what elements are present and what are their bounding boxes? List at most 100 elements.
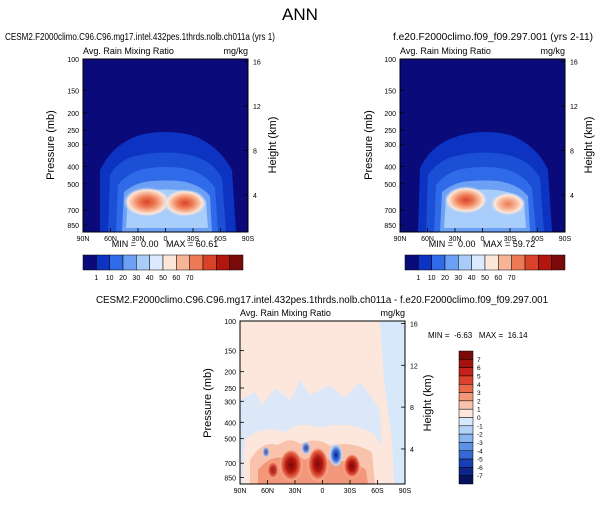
colorbar-label: -5	[477, 457, 483, 464]
colorbar-label: 20	[441, 275, 449, 282]
latitude-tick-label: 30N	[132, 236, 145, 243]
colorbar-swatch	[458, 417, 474, 427]
pressure-tick-label: 700	[67, 208, 79, 215]
colorbar-swatch	[471, 254, 486, 271]
height-tick-label: 12	[410, 363, 418, 370]
pressure-tick-label: 150	[67, 88, 79, 95]
colorbar-swatch	[458, 384, 474, 393]
latitude-tick-label: 60S	[371, 488, 384, 495]
colorbar-label: 20	[119, 275, 127, 282]
pressure-tick-label: 100	[67, 57, 79, 64]
colorbar-swatch	[458, 408, 474, 418]
colorbar-label: 10	[106, 275, 114, 282]
colorbar-label: 30	[132, 275, 140, 282]
colorbar-label: -3	[477, 440, 483, 447]
colorbar-label: 1	[477, 407, 481, 414]
height-tick-label: 4	[570, 193, 574, 200]
colorbar-label: 3	[477, 390, 481, 397]
pressure-tick-label: 100	[384, 57, 396, 64]
latitude-axis-ticks: 90N 60N 30N 0 30S 60S 90S	[77, 228, 255, 243]
colorbar-swatch	[189, 254, 204, 271]
colorbar-label: 10	[428, 275, 436, 282]
latitude-tick-label: 90N	[234, 488, 247, 495]
colorbar-swatch	[176, 254, 190, 271]
colorbar-label: 4	[477, 382, 481, 389]
colorbar-swatch	[551, 254, 566, 271]
pressure-tick-label: 150	[224, 349, 236, 356]
height-tick-label: 4	[253, 193, 257, 200]
colorbar-swatch	[444, 254, 459, 271]
field-plot	[240, 321, 405, 484]
colorbar-swatch	[458, 400, 474, 410]
colorbar-label: 30	[454, 275, 462, 282]
colorbar-swatch	[96, 254, 110, 271]
colorbar-label: 70	[508, 275, 516, 282]
latitude-tick-label: 30S	[504, 236, 517, 243]
variable-label: Avg. Rain Mixing Ratio	[83, 46, 174, 56]
colorbar-label: -2	[477, 432, 483, 439]
height-tick-label: 4	[410, 447, 414, 454]
pressure-tick-label: 500	[224, 437, 236, 444]
height-axis-ticks: 16 12 8 4	[561, 60, 578, 200]
field-plot	[400, 59, 565, 232]
colorbar-swatch	[458, 254, 472, 271]
height-tick-label: 8	[570, 148, 574, 155]
pressure-tick-label: 250	[67, 128, 79, 135]
variable-label: Avg. Rain Mixing Ratio	[240, 308, 331, 318]
colorbar-swatch	[524, 254, 539, 271]
figure-title: ANN	[282, 5, 318, 24]
min-max-stats: MIN = 0.00 MAX = 59.72	[429, 239, 536, 249]
colorbar-label: 50	[159, 275, 167, 282]
latitude-tick-label: 60S	[214, 236, 227, 243]
colorbar: 1 10 20 30 40 50 60 70	[404, 254, 566, 282]
pressure-tick-label: 400	[384, 165, 396, 172]
pressure-tick-label: 200	[67, 111, 79, 118]
panel-title: f.e20.F2000climo.f09_f09.297.001 (yrs 2-…	[393, 32, 593, 43]
pressure-axis-ticks: 100 150 200 250 300 400 500 700 850	[67, 57, 87, 230]
colorbar-swatch	[458, 425, 474, 435]
colorbar-label: 60	[494, 275, 502, 282]
height-axis-label: Height (km)	[267, 117, 279, 174]
pressure-axis-label: Pressure (mb)	[45, 110, 57, 180]
latitude-tick-label: 90S	[242, 236, 255, 243]
colorbar-label: 1	[94, 275, 98, 282]
pressure-tick-label: 700	[384, 208, 396, 215]
colorbar-swatch	[458, 450, 474, 460]
pressure-tick-label: 500	[67, 182, 79, 189]
pressure-axis-ticks: 100 150 200 250 300 400 500 700 850	[224, 319, 244, 482]
height-axis-ticks: 16 12 8 4	[244, 60, 261, 200]
latitude-tick-label: 90N	[394, 236, 407, 243]
colorbar-swatch	[458, 467, 474, 476]
colorbar-label: 1	[416, 275, 420, 282]
colorbar-swatch	[458, 392, 474, 402]
colorbar-swatch	[431, 254, 446, 271]
colorbar-swatch	[136, 254, 150, 271]
latitude-tick-label: 60N	[261, 488, 274, 495]
latitude-tick-label: 60N	[421, 236, 434, 243]
height-axis-ticks: 16 12 8 4	[401, 321, 418, 454]
pressure-tick-label: 400	[224, 420, 236, 427]
colorbar-label: -1	[477, 423, 483, 430]
colorbar-swatch	[418, 254, 432, 271]
pressure-axis-label: Pressure (mb)	[363, 110, 375, 180]
panel-3: CESM2.F2000climo.C96.C96.mg17.intel.432p…	[96, 295, 548, 495]
pressure-tick-label: 850	[224, 475, 236, 482]
colorbar-label: 5	[477, 373, 481, 380]
colorbar-swatch	[458, 367, 474, 377]
colorbar-label: 60	[172, 275, 180, 282]
colorbar-swatch	[82, 254, 97, 271]
colorbar-swatch	[229, 254, 244, 271]
latitude-axis-ticks: 90N 60N 30N 0 30S 60S 90S	[394, 228, 572, 243]
height-tick-label: 16	[410, 321, 418, 328]
colorbar: 765 432 10-1 -2-3-4 -5-6-7	[458, 350, 483, 485]
colorbar-swatch	[498, 254, 512, 271]
colorbar: 1 10 20 30 40 50 60 70	[82, 254, 244, 282]
height-tick-label: 16	[253, 60, 261, 67]
colorbar-swatch	[458, 458, 474, 468]
pressure-tick-label: 700	[224, 461, 236, 468]
pressure-tick-label: 850	[384, 223, 396, 230]
height-tick-label: 8	[410, 405, 414, 412]
colorbar-label: 50	[481, 275, 489, 282]
colorbar-swatch	[538, 254, 552, 271]
